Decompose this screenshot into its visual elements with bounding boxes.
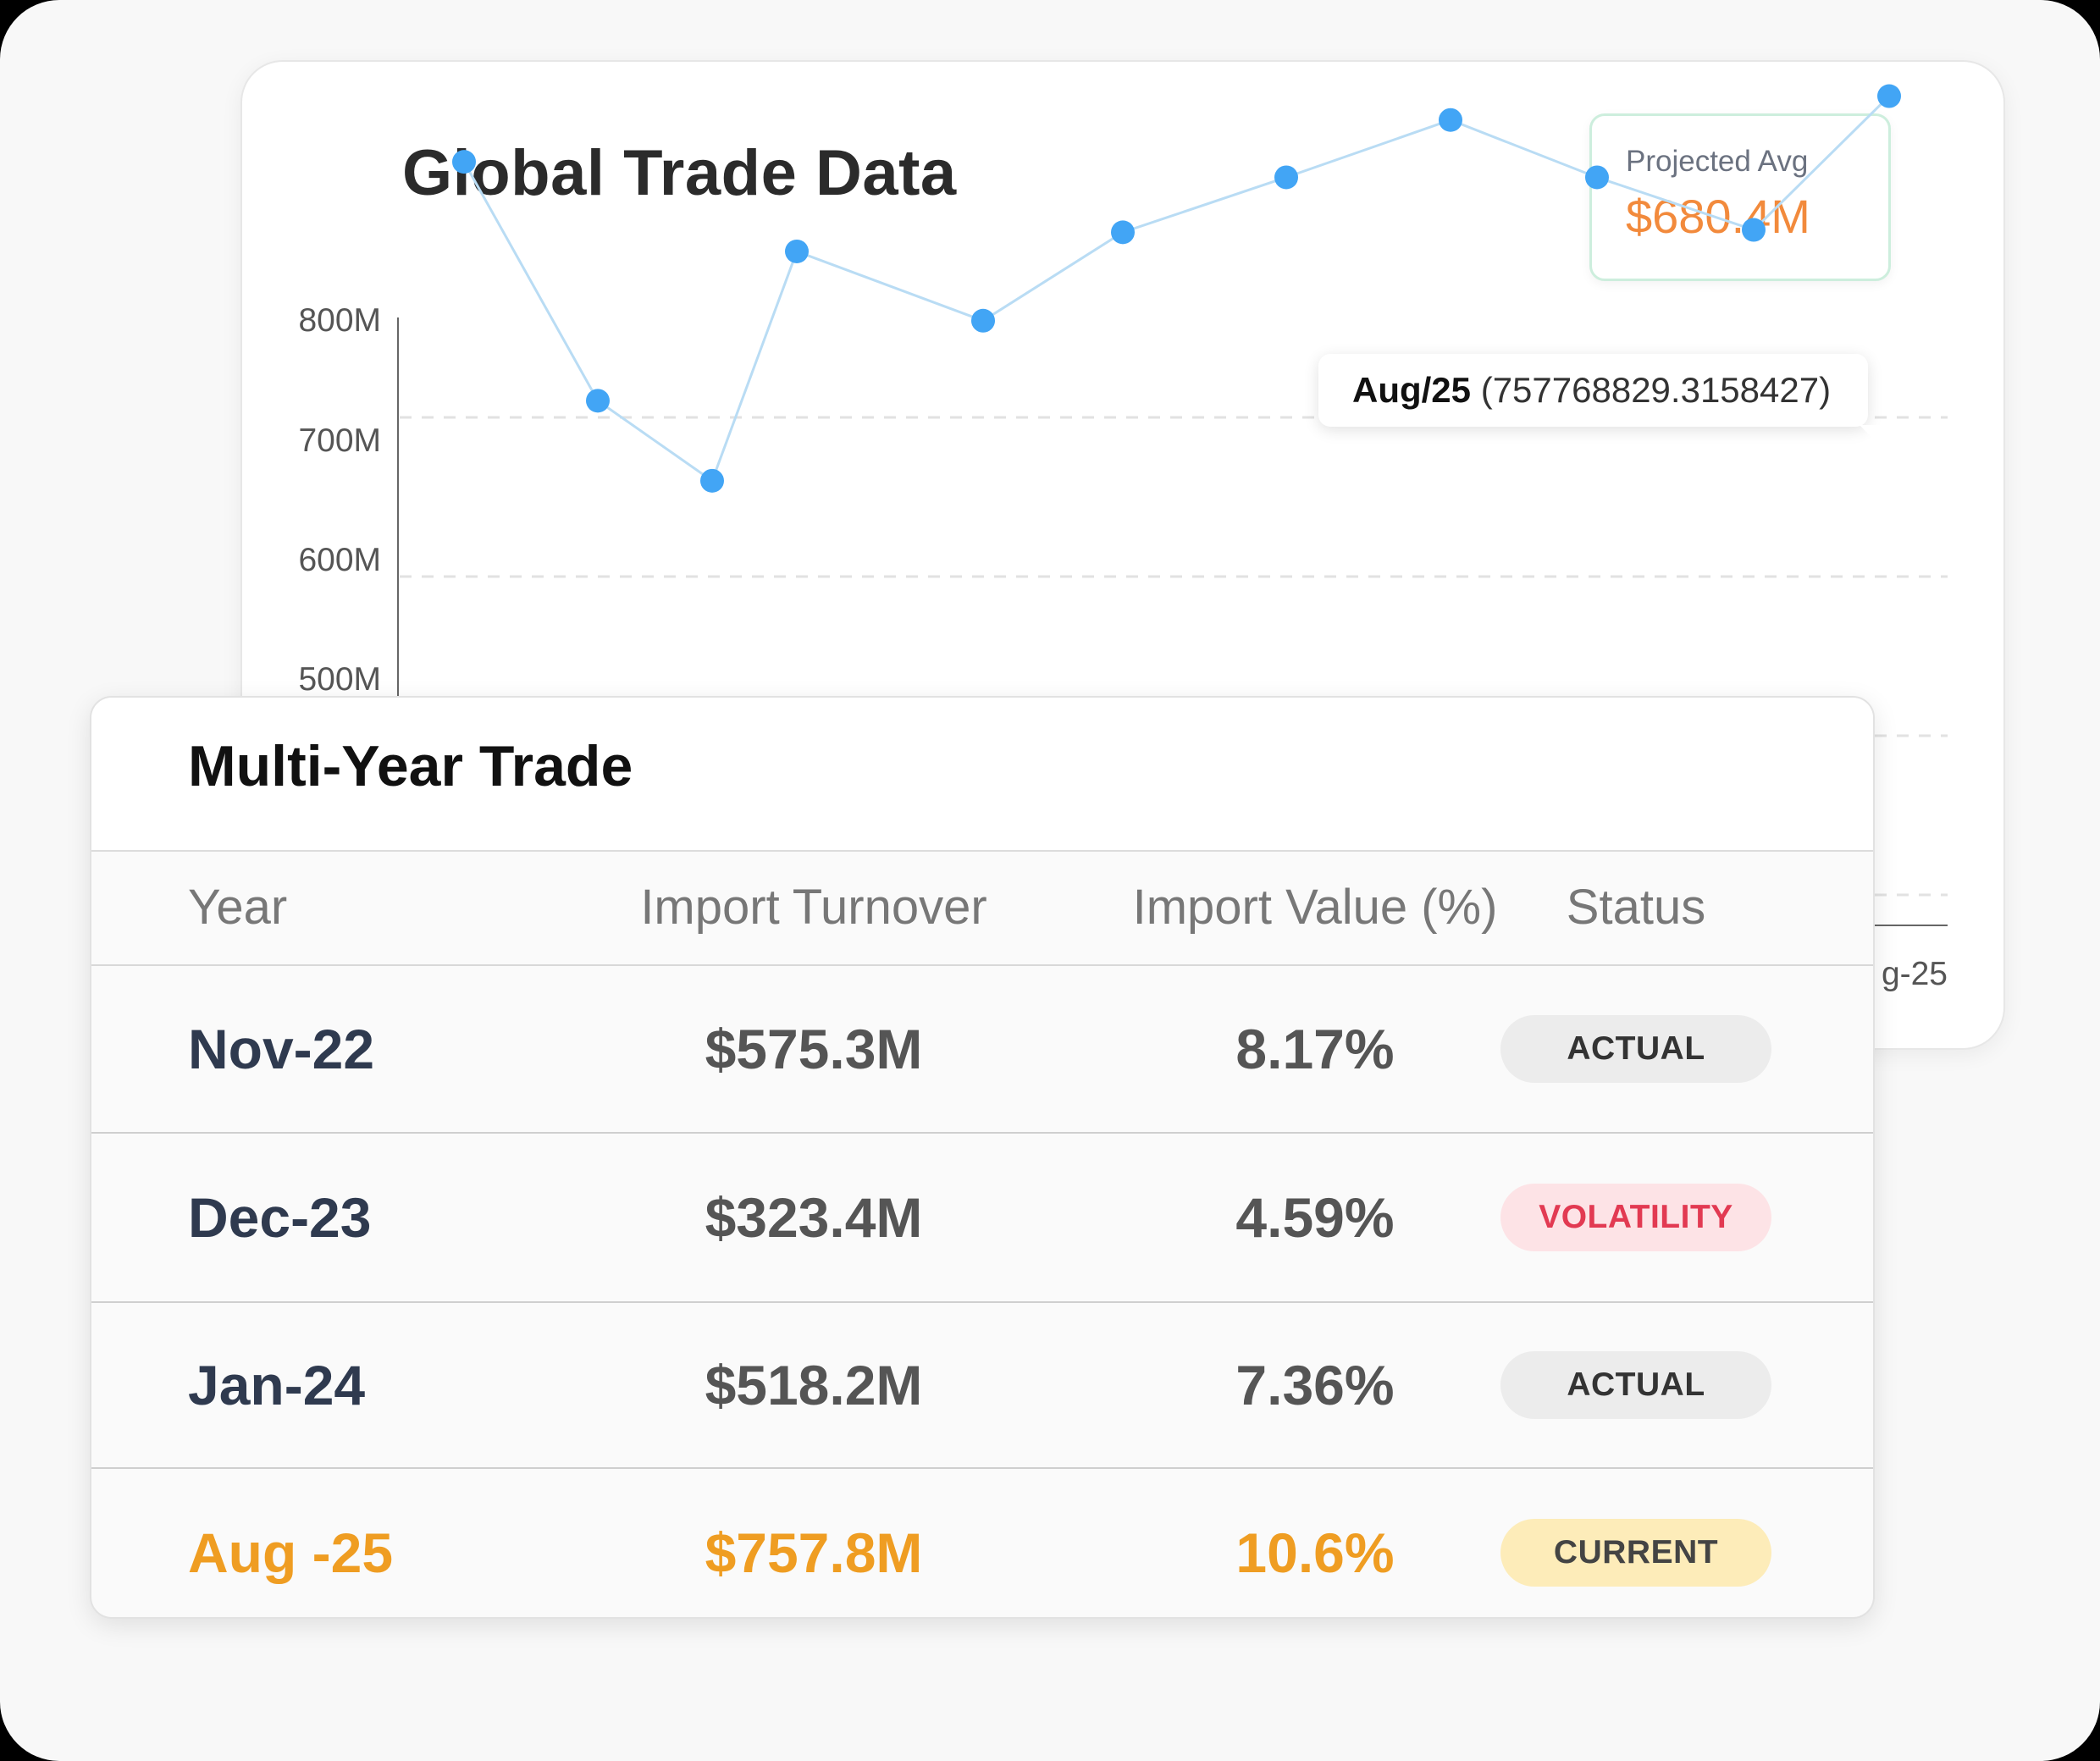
y-tick-label: 700M [298,422,381,459]
data-point[interactable] [1111,220,1135,245]
data-point[interactable] [700,468,724,493]
data-point[interactable] [1877,84,1901,108]
column-header-turnover[interactable]: Import Turnover [640,880,987,935]
table-header-area: Multi-Year Trade [91,698,1873,852]
data-point[interactable] [971,308,995,333]
row-turnover: $518.2M [705,1354,923,1416]
table-row[interactable]: Aug -25 $757.8M 10.6% CURRENT [91,1469,1873,1617]
projected-avg-card: Projected Avg $680.4M [1589,113,1891,281]
row-turnover: $323.4M [705,1186,923,1249]
y-tick-label: 800M [298,302,381,339]
row-value-pct: 8.17% [1235,1018,1395,1080]
data-point[interactable] [586,389,610,413]
y-tick-labels: 500M 600M 700M 800M [298,302,381,698]
table-row[interactable]: Nov-22 $575.3M 8.17% ACTUAL [91,966,1873,1134]
row-value-pct: 7.36% [1235,1354,1395,1416]
trade-table-card: Multi-Year Trade Year Import Turnover Im… [90,696,1875,1619]
table-row[interactable]: Dec-23 $323.4M 4.59% VOLATILITY [91,1134,1873,1303]
y-tick-label: 600M [298,542,381,578]
status-badge: ACTUAL [1500,1351,1771,1419]
status-badge: CURRENT [1500,1519,1771,1587]
data-point[interactable] [1274,165,1298,190]
tooltip-value: (757768829.3158427) [1480,370,1832,410]
data-point[interactable] [785,239,809,263]
column-header-value-pct[interactable]: Import Value (%) [1132,880,1498,935]
table-row[interactable]: Jan-24 $518.2M 7.36% ACTUAL [91,1303,1873,1469]
series-points [452,84,1901,493]
row-year: Jan-24 [188,1354,366,1416]
row-value-pct: 4.59% [1235,1186,1395,1249]
projected-avg-label: Projected Avg [1626,145,1809,178]
chart-title: Global Trade Data [402,137,957,209]
tooltip-label: Aug/25 [1352,370,1472,410]
data-point[interactable] [1585,165,1609,190]
row-year: Aug -25 [188,1521,394,1584]
table-column-headers: Year Import Turnover Import Value (%) St… [91,850,1873,966]
column-header-status[interactable]: Status [1566,880,1706,935]
data-tooltip: Aug/25 (757768829.3158427) [1318,354,1869,427]
status-badge: VOLATILITY [1500,1184,1771,1251]
data-point[interactable] [1439,108,1462,132]
data-point[interactable] [1742,218,1766,242]
line-chart: 500M 600M 700M 800M g-25 [298,84,1948,992]
x-tick-label: g-25 [1882,956,1948,992]
column-header-year[interactable]: Year [188,880,288,935]
data-point[interactable] [452,150,476,174]
row-year: Dec-23 [188,1186,372,1249]
row-year: Nov-22 [188,1018,375,1080]
y-tick-label: 500M [298,661,381,698]
tooltip-arrow [1860,425,1890,440]
table-title: Multi-Year Trade [188,734,633,798]
row-turnover: $757.8M [705,1521,923,1584]
row-value-pct: 10.6% [1235,1521,1395,1584]
row-turnover: $575.3M [705,1018,923,1080]
status-badge: ACTUAL [1500,1015,1771,1083]
